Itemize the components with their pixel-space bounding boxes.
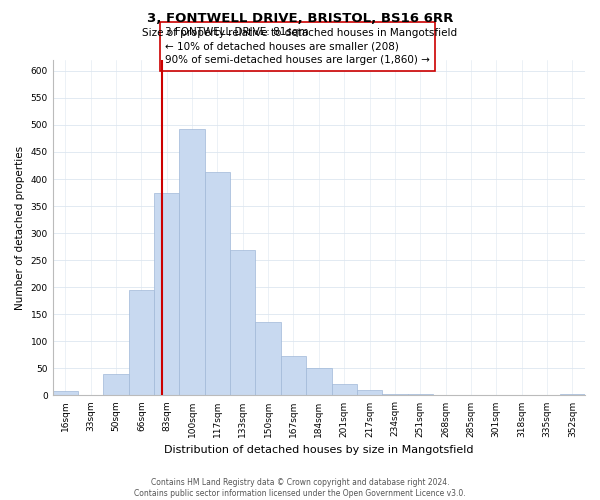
- Bar: [306, 368, 332, 396]
- X-axis label: Distribution of detached houses by size in Mangotsfield: Distribution of detached houses by size …: [164, 445, 473, 455]
- Text: 3 FONTWELL DRIVE: 81sqm
← 10% of detached houses are smaller (208)
90% of semi-d: 3 FONTWELL DRIVE: 81sqm ← 10% of detache…: [165, 28, 430, 66]
- Bar: [129, 290, 154, 396]
- Bar: [103, 374, 129, 396]
- Bar: [433, 395, 458, 396]
- Bar: [560, 394, 585, 396]
- Text: Size of property relative to detached houses in Mangotsfield: Size of property relative to detached ho…: [142, 28, 458, 38]
- Bar: [357, 390, 382, 396]
- Bar: [332, 384, 357, 396]
- Bar: [256, 322, 281, 396]
- Bar: [281, 356, 306, 396]
- Bar: [179, 130, 205, 396]
- Bar: [154, 192, 179, 396]
- Bar: [230, 250, 256, 396]
- Text: 3, FONTWELL DRIVE, BRISTOL, BS16 6RR: 3, FONTWELL DRIVE, BRISTOL, BS16 6RR: [147, 12, 453, 26]
- Text: Contains HM Land Registry data © Crown copyright and database right 2024.
Contai: Contains HM Land Registry data © Crown c…: [134, 478, 466, 498]
- Bar: [53, 391, 78, 396]
- Y-axis label: Number of detached properties: Number of detached properties: [15, 146, 25, 310]
- Bar: [407, 394, 433, 396]
- Bar: [205, 172, 230, 396]
- Bar: [382, 394, 407, 396]
